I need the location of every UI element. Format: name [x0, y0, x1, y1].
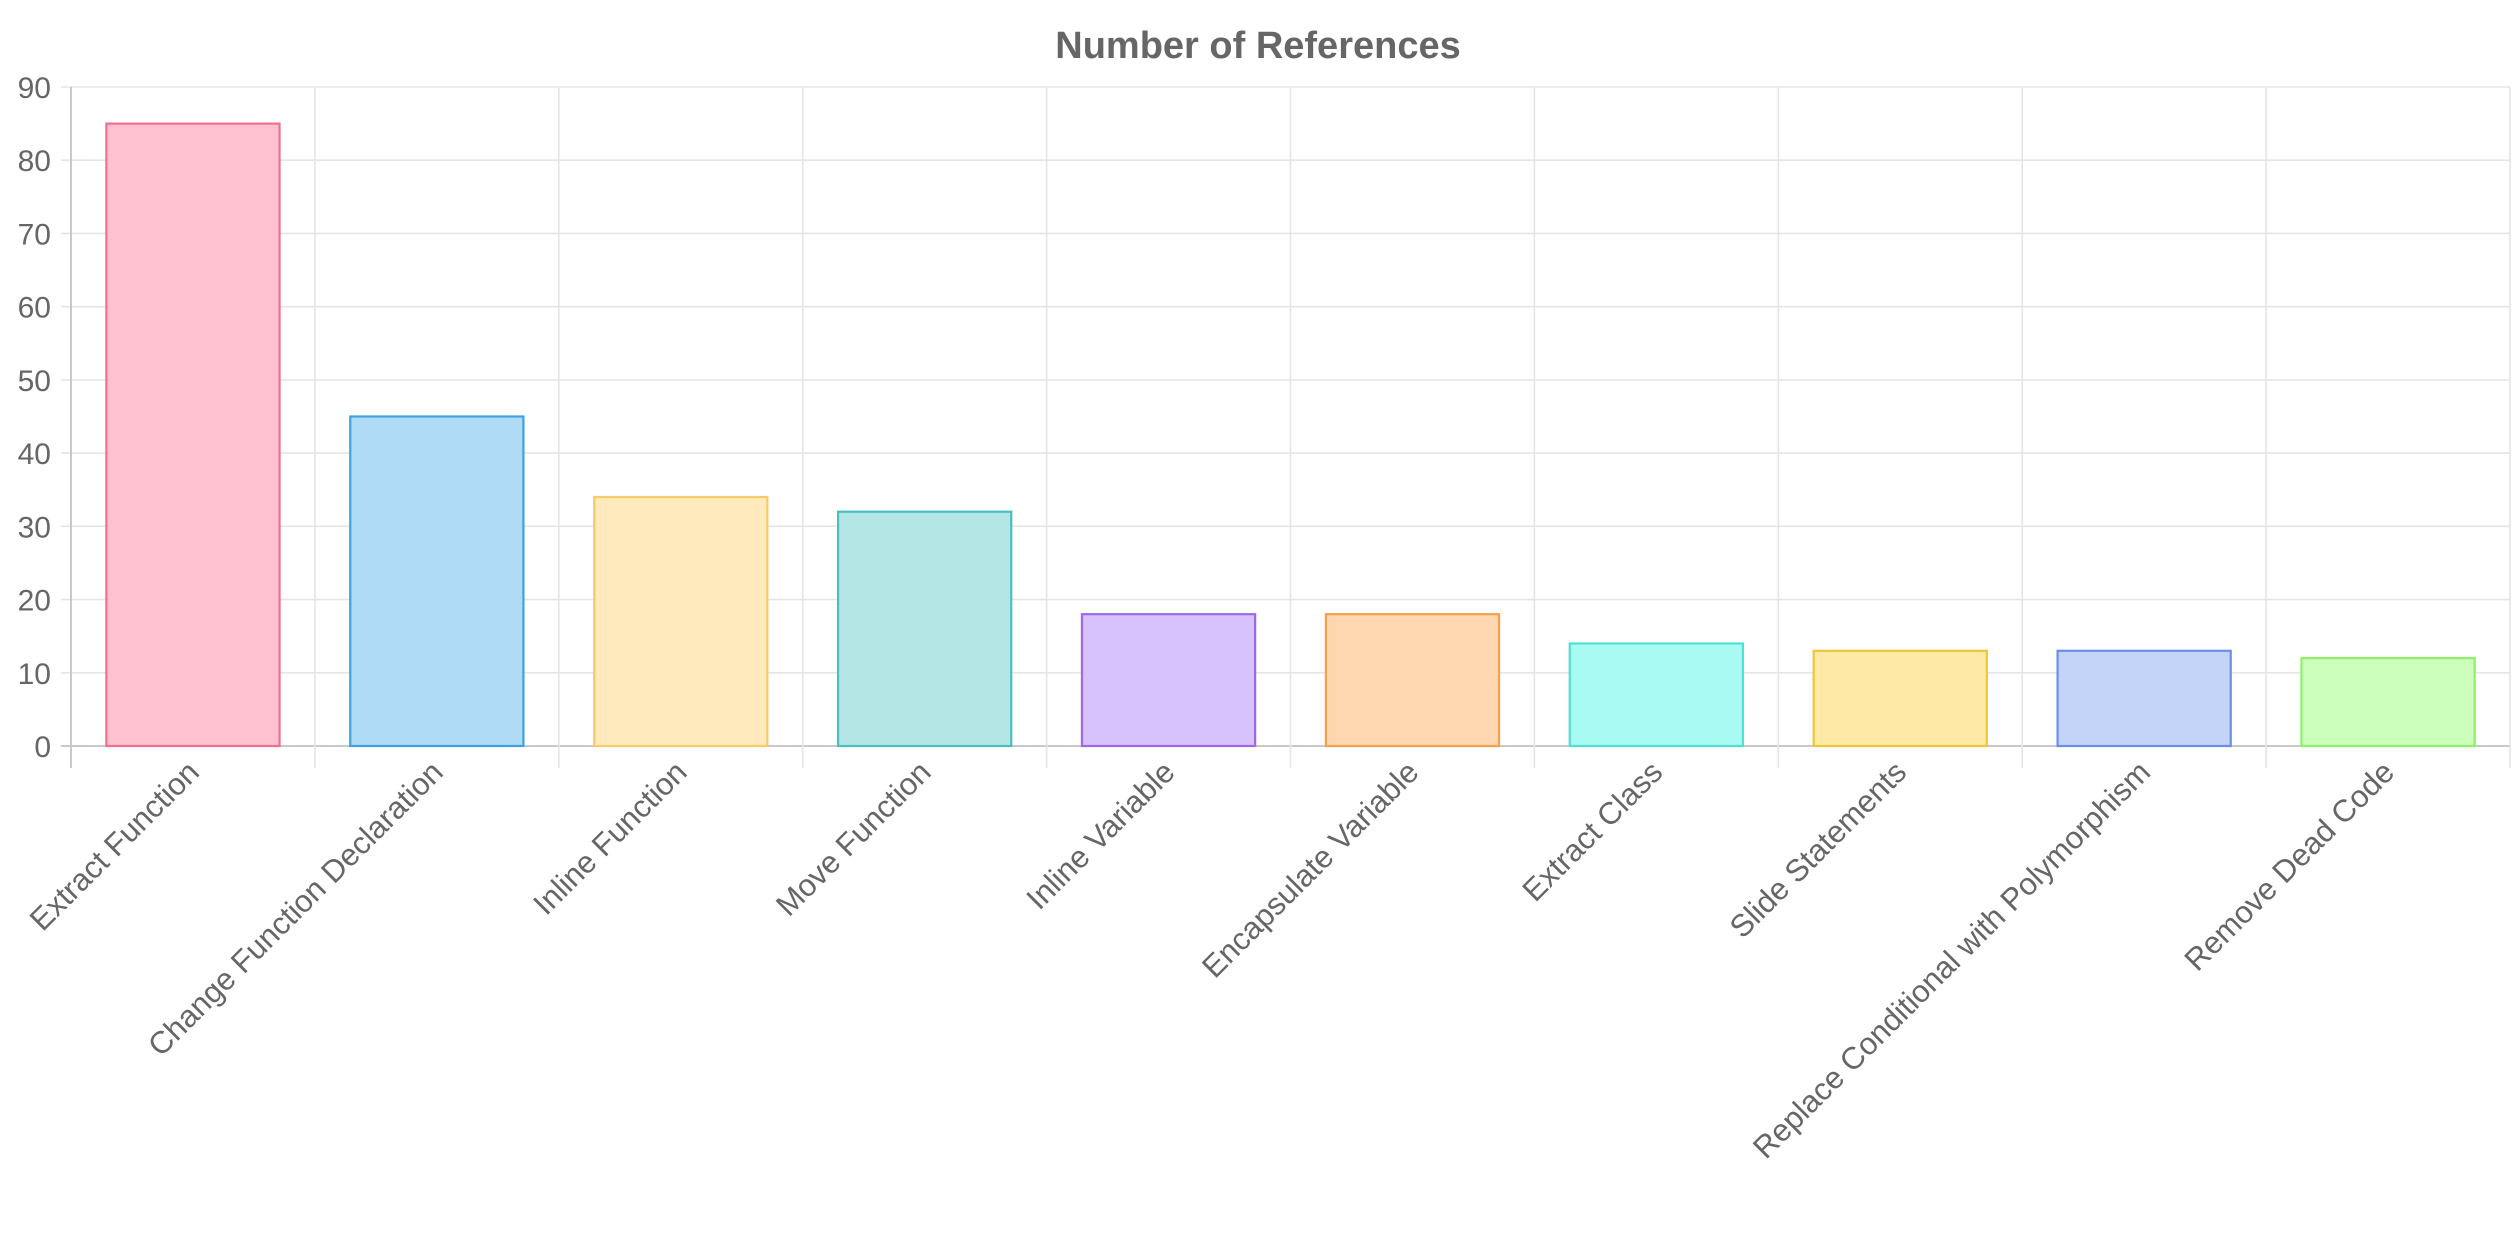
x-category-label: Move Function — [769, 754, 938, 923]
y-tick-label: 50 — [18, 365, 51, 398]
x-category-label: Inline Variable — [1019, 754, 1181, 916]
bar — [2056, 649, 2232, 748]
bar — [1080, 613, 1257, 748]
bar — [836, 510, 1013, 748]
y-tick-label: 70 — [18, 218, 51, 251]
x-category-label: Change Function Declaration — [141, 754, 450, 1063]
bar — [1568, 642, 1745, 748]
bar — [1812, 649, 1988, 748]
x-category-label: Remove Dead Code — [2178, 754, 2401, 977]
bar — [1324, 613, 1501, 748]
y-tick-label: 0 — [34, 731, 51, 764]
chart-title: Number of References — [1055, 25, 1460, 67]
x-category-label: Encapsulate Variable — [1195, 754, 1425, 984]
y-axis-ticks: 0 10 20 30 40 50 60 70 80 90 — [18, 72, 51, 764]
x-category-label: Inline Function — [526, 754, 693, 921]
bar — [2300, 657, 2476, 748]
bars — [105, 122, 2476, 748]
bar — [349, 415, 525, 748]
bar — [593, 495, 769, 748]
x-category-label: Extract Class — [1515, 754, 1669, 908]
y-tick-label: 40 — [18, 438, 51, 471]
bar — [105, 122, 281, 748]
y-tick-label: 80 — [18, 145, 51, 178]
grid-lines — [61, 86, 2511, 768]
y-tick-label: 30 — [18, 511, 51, 544]
y-tick-label: 90 — [18, 72, 51, 105]
y-tick-label: 60 — [18, 292, 51, 325]
x-category-label: Replace Conditional with Polymorphism — [1746, 754, 2157, 1165]
x-category-label: Extract Function — [23, 754, 206, 937]
y-tick-label: 20 — [18, 585, 51, 618]
y-tick-label: 10 — [18, 658, 51, 691]
x-category-label: Slide Statements — [1723, 754, 1913, 944]
